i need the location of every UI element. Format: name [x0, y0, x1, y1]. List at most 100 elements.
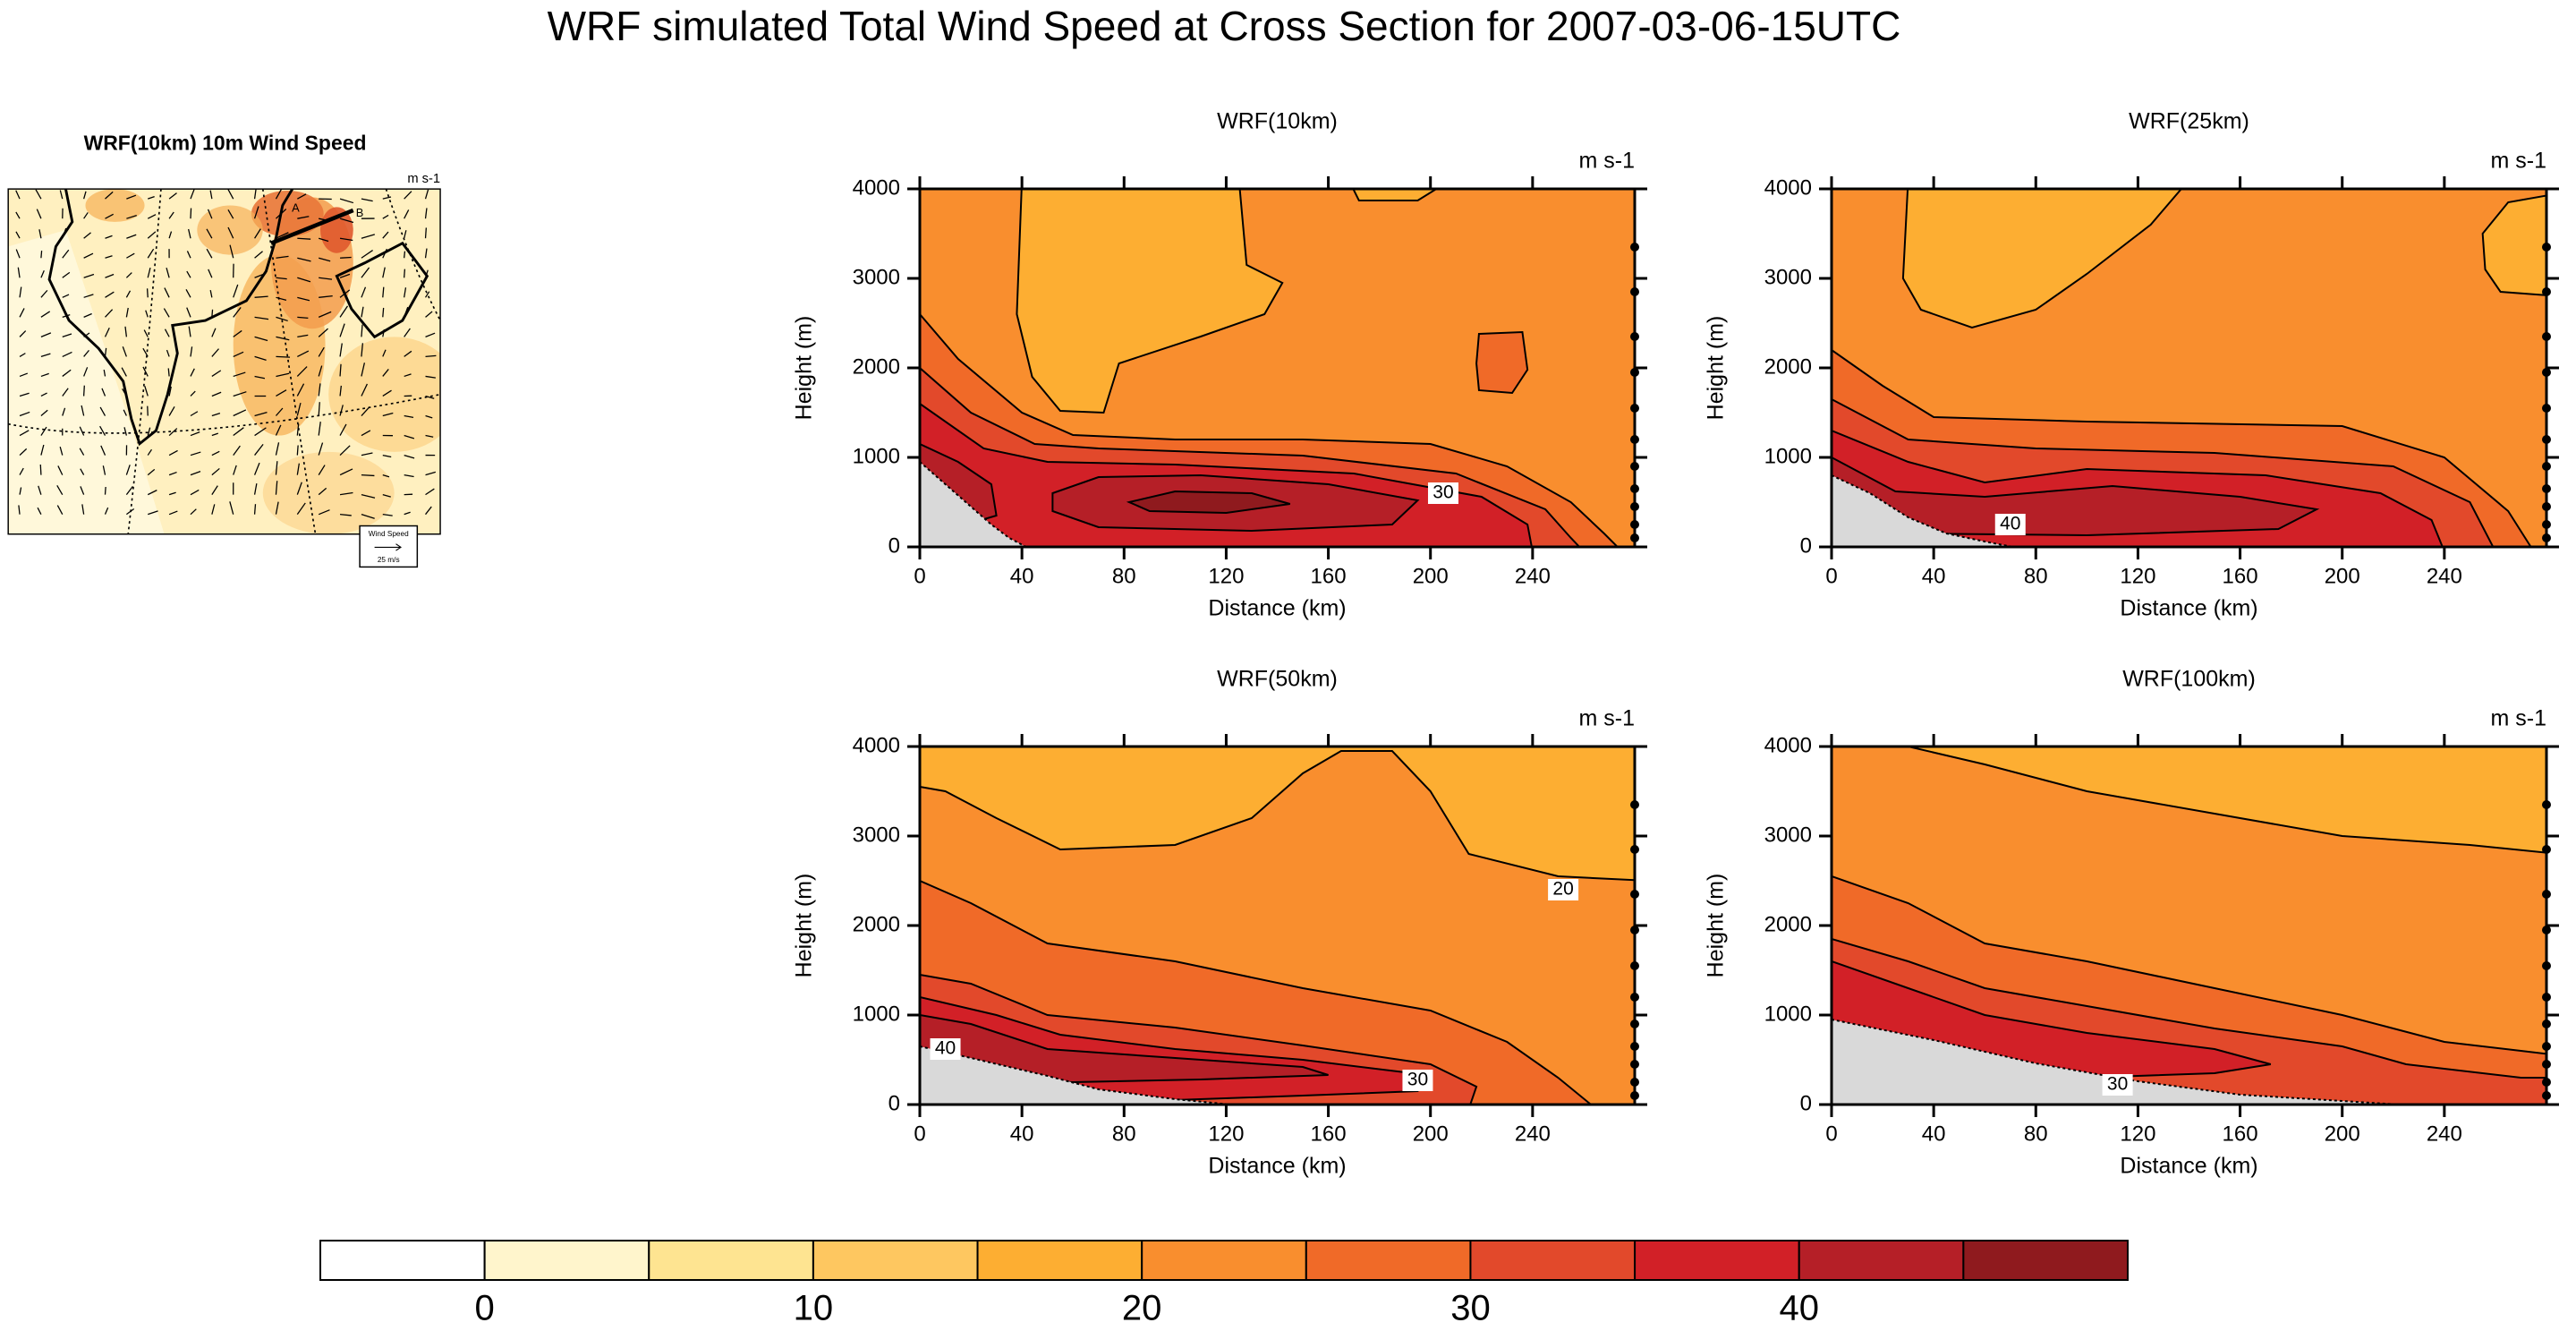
contour-band [1901, 189, 2183, 329]
wind-vector [211, 467, 220, 476]
colorbar-box [976, 1240, 1143, 1281]
wind-vector [318, 365, 323, 377]
terrain [1832, 474, 2018, 547]
edge-marker [1630, 484, 1639, 493]
x-axis-label: Distance (km) [2120, 1154, 2257, 1179]
x-tick-label: 120 [2120, 564, 2155, 588]
wind-vector [19, 353, 26, 357]
wind-vector [319, 277, 333, 280]
wind-vector [190, 489, 200, 496]
wind-vector [211, 504, 216, 515]
wind-vector [276, 316, 288, 322]
wind-vector [404, 269, 406, 278]
wind-vector [425, 354, 437, 358]
wind-vector [190, 346, 193, 357]
edge-marker [2542, 926, 2551, 934]
wind-vector [105, 255, 113, 259]
wind-vector [297, 193, 307, 200]
edge-marker [2542, 287, 2551, 296]
edge-marker [2542, 1042, 2551, 1051]
wind-vector [190, 508, 197, 516]
colorbar-box [812, 1240, 979, 1281]
wind-vector [18, 505, 21, 515]
wind-vector [233, 371, 246, 378]
wind-vector [227, 226, 234, 239]
wind-vector [254, 355, 267, 361]
contour-label-box [2102, 1074, 2133, 1096]
wind-vector [339, 218, 354, 224]
wind-vector [339, 343, 343, 357]
wind-vector [425, 414, 433, 419]
wind-vector [382, 286, 385, 298]
edge-marker [2542, 462, 2551, 471]
wind-vector [229, 244, 234, 259]
wind-vector [339, 198, 354, 204]
colorbar-box [1469, 1240, 1637, 1281]
wind-vector [382, 454, 392, 458]
wind-vector [62, 388, 69, 397]
wind-vector [318, 422, 321, 436]
edge-marker [2542, 800, 2551, 809]
wind-vector [361, 306, 364, 318]
wind-vector [404, 230, 407, 239]
wind-vector [40, 332, 52, 337]
colorbar-box [1305, 1240, 1472, 1281]
contour-label: 30 [1433, 482, 1453, 503]
wind-vector [121, 367, 127, 377]
edge-marker [1630, 845, 1639, 854]
map-title: WRF(10km) 10m Wind Speed [84, 132, 367, 155]
wind-vector [211, 485, 218, 495]
wind-vector [125, 485, 133, 496]
wind-vector [188, 228, 191, 239]
wind-vector [19, 392, 30, 397]
wind-vector [166, 268, 170, 278]
edge-marker [1630, 243, 1639, 252]
wind-vector [382, 267, 386, 278]
colorbar-tick-label: 10 [794, 1289, 834, 1328]
wind-vector [297, 257, 311, 262]
map-units: m s-1 [407, 172, 440, 186]
wind-vector [166, 349, 170, 357]
wind-vector [144, 385, 149, 397]
y-tick-label: 0 [888, 1091, 900, 1115]
wind-vector [296, 402, 302, 416]
wind-vector [361, 363, 366, 377]
edge-marker [2542, 435, 2551, 444]
edge-marker [1630, 520, 1639, 529]
wind-vector [62, 271, 71, 278]
terrain [1832, 1018, 2414, 1105]
x-tick-label: 160 [1311, 564, 1347, 588]
contour-label: 20 [1552, 879, 1573, 900]
wind-vector [361, 514, 375, 519]
wind-vector [361, 406, 370, 416]
wind-vector [275, 501, 279, 515]
wind-vector [62, 333, 72, 337]
wind-vector [207, 209, 213, 219]
wind-vector [105, 273, 115, 278]
wind-vector [276, 296, 287, 301]
wind-vector [40, 353, 51, 358]
y-axis-label: Height (m) [792, 874, 817, 978]
wind-vector [100, 445, 106, 456]
wind-vector [361, 383, 368, 397]
contour-band [1475, 330, 1529, 395]
wind-vector [40, 426, 47, 436]
wind-vector [62, 369, 72, 377]
wind-vector [35, 189, 42, 200]
y-tick-label: 3000 [1764, 265, 1812, 289]
wind-vector [168, 491, 176, 496]
wind-vector [40, 251, 43, 259]
wind-vector [15, 190, 21, 200]
wind-vector [40, 372, 49, 378]
wind-vector [424, 227, 428, 239]
wind-vector [339, 445, 351, 456]
wind-vector [83, 212, 89, 219]
wind-vector [125, 272, 132, 278]
wind-vector [40, 409, 48, 416]
cross-section-line [270, 208, 354, 245]
wind-vector [318, 311, 332, 318]
wind-vector [143, 329, 149, 337]
wind-vector [164, 287, 170, 298]
x-tick-label: 40 [1010, 1122, 1034, 1146]
wind-vector [297, 334, 309, 338]
